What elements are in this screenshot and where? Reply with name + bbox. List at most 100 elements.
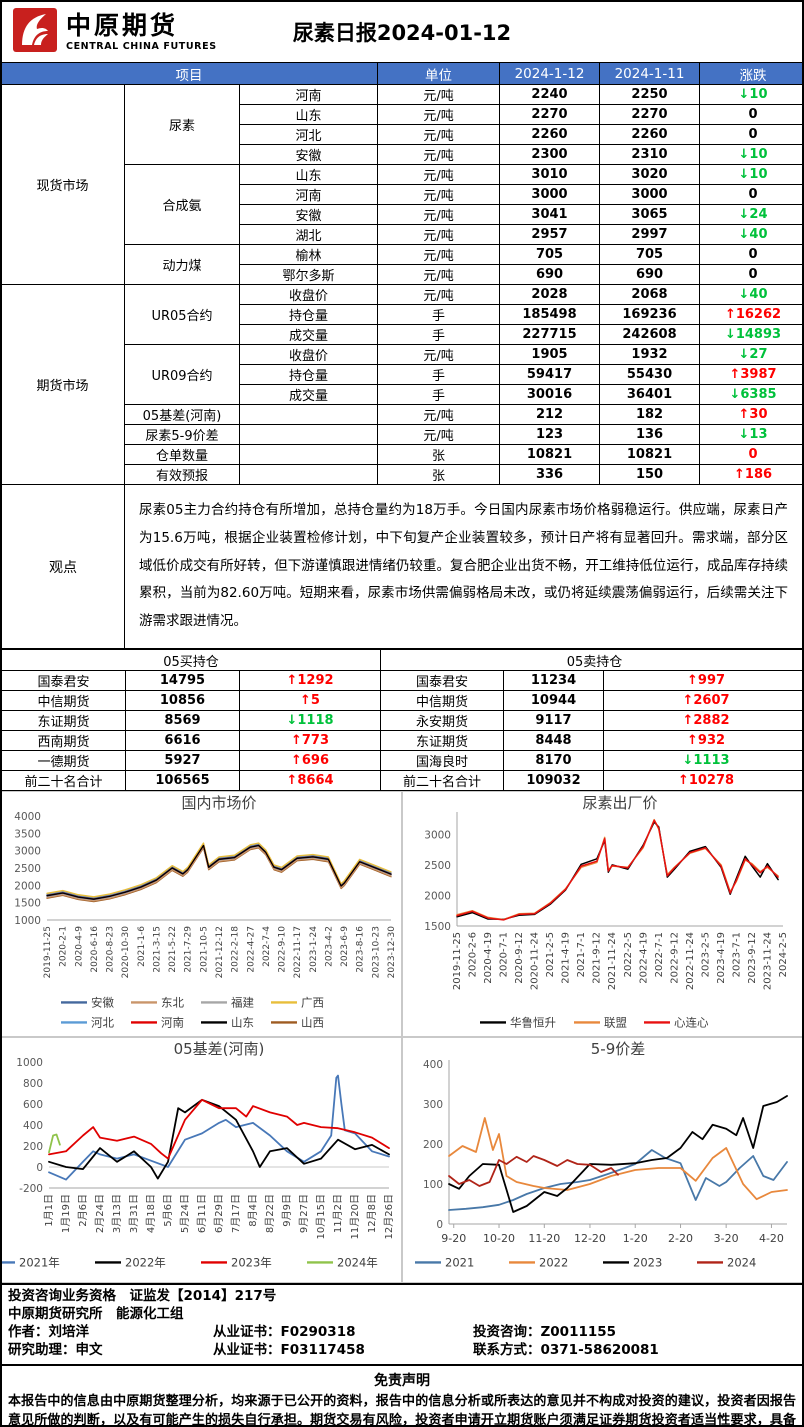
subgroup-label: 05基差(河南) [124,404,240,425]
position-row: 西南期货 6616 ↑773 [2,730,382,751]
change-value: 0 [748,127,758,142]
svg-text:2021: 2021 [445,1255,474,1269]
change-cell: ↓10 [699,84,802,105]
svg-text:1500: 1500 [14,898,41,910]
position-volume: 9117 [503,710,605,731]
unit-cell: 张 [377,464,501,485]
change-value: ↑1292 [286,673,334,688]
change-value: ↑186 [734,467,773,482]
company-name-cn: 中原期货 [66,10,179,40]
item-label: 榆林 [238,244,379,265]
today-value: 227715 [499,324,601,345]
unit-cell: 手 [377,304,501,325]
unit-cell: 手 [377,364,501,385]
viewpoint-text: 尿素05主力合约持仓有所增加，总持仓量约为18万手。今日国内尿素市场价格弱稳运行… [139,502,788,629]
svg-text:2021年: 2021年 [19,1255,60,1269]
table-row: 现货市场 尿素 河南 元/吨 2240 2250 ↓10 [2,84,802,285]
svg-text:2022-11-24: 2022-11-24 [685,932,696,990]
svg-text:2019-11-25: 2019-11-25 [452,932,463,990]
today-value: 690 [499,264,601,285]
svg-text:2500: 2500 [424,860,451,872]
broker-name: 西南期货 [2,730,126,751]
svg-text:2020-8-23: 2020-8-23 [106,926,116,973]
svg-text:4月18日: 4月18日 [145,1194,157,1233]
table-row: 尿素5-9价差 元/吨 123 136 ↓13 [2,424,802,445]
position-change-cell: ↑773 [238,730,382,751]
table-row: 鄂尔多斯 元/吨 690 690 0 [2,264,802,285]
company-name-en: CENTRAL CHINA FUTURES [66,40,217,52]
svg-text:2022年: 2022年 [125,1255,166,1269]
svg-text:2021-7-1: 2021-7-1 [576,932,587,977]
svg-text:3月31日: 3月31日 [128,1194,140,1233]
today-value: 3000 [499,184,601,205]
table-row: 河北 元/吨 2260 2260 0 [2,124,802,145]
svg-text:8月4日: 8月4日 [247,1194,259,1227]
position-volume: 106565 [125,770,240,791]
market-data-table: 项目 单位 2024-1-12 2024-1-11 涨跌 现货市场 尿素 河南 元/吨… [2,62,802,485]
item-label: 成交量 [238,384,379,405]
prev-value: 2250 [599,84,701,105]
svg-text:11月20日: 11月20日 [349,1194,361,1239]
change-cell: 0 [699,244,802,265]
unit-cell: 元/吨 [377,404,501,425]
today-value: 2028 [499,284,601,305]
item-label: 河北 [238,124,379,145]
today-value: 59417 [499,364,601,385]
position-change-cell: ↑997 [603,670,802,691]
col-header-item: 项目 [2,62,379,85]
chart-5-9-spread: 5-9价差 0 100 200 300 400 9-20 10-20 11-20 12-20 1-2… [402,1037,802,1283]
charts-section: 国内市场价 1000 1500 2000 2500 3000 3500 4000 2019-11… [2,791,802,1283]
table-row: UR09合约 收盘价 元/吨 1905 1932 ↓27 [2,344,802,405]
svg-text:300: 300 [423,1099,443,1111]
position-volume: 6616 [125,730,240,751]
group-label: 现货市场 [2,84,125,285]
today-value: 2260 [499,124,601,145]
position-volume: 5927 [125,750,240,771]
item-label: 安徽 [238,204,379,225]
unit-cell: 元/吨 [377,104,501,125]
svg-text:3000: 3000 [424,829,451,841]
svg-text:3月13日: 3月13日 [111,1194,123,1233]
svg-text:联盟: 联盟 [604,1015,627,1029]
position-change-cell: ↑932 [603,730,802,751]
svg-text:2月24日: 2月24日 [94,1194,106,1233]
broker-name: 前二十名合计 [2,770,126,791]
item-label: 河南 [238,184,379,205]
svg-text:9月9日: 9月9日 [281,1194,293,1227]
change-value: ↓6385 [729,387,777,402]
svg-text:2023-7-1: 2023-7-1 [731,932,742,977]
svg-text:2024: 2024 [727,1255,756,1269]
item-label: 收盘价 [238,284,379,305]
change-value: ↓13 [738,427,768,442]
unit-cell: 元/吨 [377,284,501,305]
svg-text:1月19日: 1月19日 [60,1194,72,1233]
svg-text:山东: 山东 [231,1015,254,1029]
svg-text:10月15日: 10月15日 [315,1194,327,1239]
unit-cell: 元/吨 [377,84,501,105]
svg-text:2020-2-6: 2020-2-6 [468,932,479,977]
unit-cell: 元/吨 [377,204,501,225]
change-value: ↑696 [290,753,330,768]
svg-text:4-20: 4-20 [759,1232,784,1245]
prev-value: 36401 [599,384,701,405]
broker-name: 中信期货 [380,690,505,711]
unit-cell: 元/吨 [377,124,501,145]
change-value: ↑16262 [724,307,782,322]
broker-name: 中信期货 [2,690,126,711]
svg-text:安徽: 安徽 [91,995,114,1009]
unit-cell: 张 [377,444,501,465]
item-label: 山东 [238,164,379,185]
svg-text:2022-11-17: 2022-11-17 [293,926,303,978]
credential-line-qualification: 投资咨询业务资格 证监发【2014】217号 [8,1288,277,1304]
change-value: ↑773 [290,733,330,748]
subgroup-label: 仓单数量 [124,444,240,465]
svg-text:2021-5-22: 2021-5-22 [168,926,178,973]
svg-text:2021-12-12: 2021-12-12 [215,926,225,978]
change-cell: ↓14893 [699,324,802,345]
table-row: 期货市场 UR05合约 收盘价 元/吨 2028 2068 ↓40 [2,284,802,485]
svg-text:2022-9-10: 2022-9-10 [278,926,288,973]
broker-name: 国泰君安 [380,670,505,691]
position-row: 国泰君安 11234 ↑997 [380,670,802,691]
change-cell: ↓6385 [699,384,802,405]
change-value: ↑10278 [677,773,735,788]
